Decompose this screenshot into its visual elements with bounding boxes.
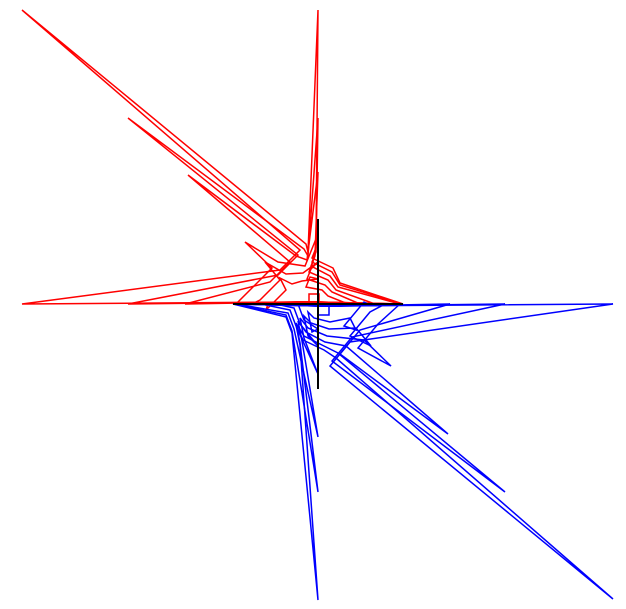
upper-level-curve [265, 276, 349, 311]
upper-curve-group [21, 9, 404, 311]
lower-level-curve [275, 303, 386, 347]
lower-level-curve [235, 303, 451, 438]
axes [233, 219, 403, 389]
upper-level-curve [21, 9, 404, 305]
lower-level-curve [232, 303, 614, 601]
lower-level-curve [260, 303, 403, 375]
lower-curve-group [232, 301, 614, 601]
